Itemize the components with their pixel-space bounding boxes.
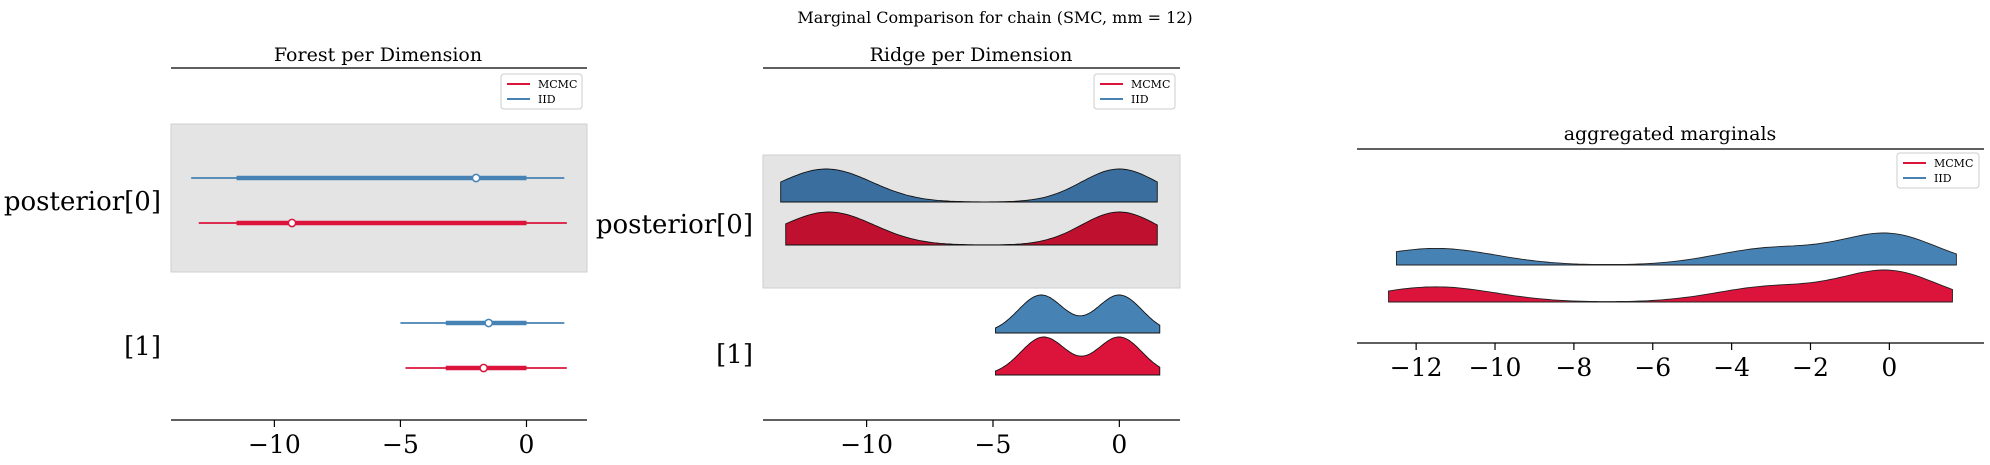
ridge-iid-dim1 — [995, 294, 1161, 334]
forest-bands — [170, 123, 588, 273]
ridge-tick-label: −10 — [840, 430, 893, 459]
forest-title: Forest per Dimension — [274, 44, 482, 66]
forest-mcmc-dim1-point — [479, 363, 488, 373]
forest-iid-dim1-point — [484, 318, 494, 328]
ridge-legend: MCMC IID — [1093, 73, 1176, 110]
forest-marks — [191, 173, 567, 373]
aggregated-legend-iid-label: IID — [1934, 172, 1952, 185]
ridge-title: Ridge per Dimension — [870, 44, 1073, 66]
figure-suptitle: Marginal Comparison for chain (SMC, mm =… — [797, 8, 1192, 27]
ridge-mcmc-posterior0 — [785, 211, 1158, 246]
forest-tick-label: 0 — [519, 430, 535, 459]
ridge-tick-label: −5 — [975, 430, 1012, 459]
forest-legend-mcmc-label: MCMC — [538, 78, 577, 91]
ridge-mcmc-dim1 — [995, 336, 1161, 376]
ridge-tick-label: 0 — [1111, 430, 1127, 459]
aggregated-tick-label: 0 — [1881, 353, 1897, 382]
forest-tick-label: −5 — [382, 430, 419, 459]
forest-ylabel-1: [1] — [124, 332, 161, 362]
aggregated-title: aggregated marginals — [1564, 123, 1777, 145]
forest-tick-label: −10 — [248, 430, 301, 459]
ridge-ylabel-1: [1] — [716, 340, 753, 370]
forest-iid-posterior0-point — [471, 173, 481, 183]
aggregated-panel: aggregated marginals −12 −10 −8 −6 −4 −2 0 MCM… — [1357, 123, 1984, 382]
aggregated-tick-label: −4 — [1713, 353, 1750, 382]
forest-legend-iid-label: IID — [538, 93, 556, 106]
aggregated-tick-label: −8 — [1555, 353, 1592, 382]
ridge-marks — [780, 168, 1161, 376]
forest-panel: Forest per Dimension −10 −5 0 posterior[0]… — [4, 44, 588, 459]
aggregated-tick-label: −6 — [1634, 353, 1671, 382]
aggregated-marks — [1388, 232, 1957, 303]
aggregated-tick-label: −10 — [1469, 353, 1522, 382]
forest-x-ticks: −10 −5 0 — [248, 420, 534, 459]
ridge-legend-box — [1093, 73, 1176, 110]
ridge-legend-iid-label: IID — [1131, 93, 1149, 106]
forest-legend: MCMC IID — [500, 73, 583, 110]
aggregated-legend-mcmc-label: MCMC — [1934, 157, 1973, 170]
aggregated-legend-box — [1896, 152, 1980, 189]
forest-band-posterior0 — [170, 123, 588, 273]
aggregated-iid-density — [1395, 232, 1957, 266]
ridge-x-ticks: −10 −5 0 — [840, 420, 1127, 459]
ridge-ylabel-posterior0: posterior[0] — [596, 210, 753, 240]
ridge-panel: Ridge per Dimension −10 −5 0 posterior[0] … — [596, 44, 1181, 459]
aggregated-x-ticks: −12 −10 −8 −6 −4 −2 0 — [1390, 343, 1897, 382]
forest-mcmc-posterior0-point — [287, 218, 297, 228]
aggregated-tick-label: −2 — [1792, 353, 1829, 382]
ridge-legend-mcmc-label: MCMC — [1131, 78, 1170, 91]
aggregated-mcmc-density — [1388, 269, 1953, 303]
forest-legend-box — [500, 73, 583, 110]
ridge-iid-posterior0 — [780, 168, 1158, 203]
aggregated-legend: MCMC IID — [1896, 152, 1980, 189]
forest-ylabel-posterior0: posterior[0] — [4, 187, 161, 217]
aggregated-tick-label: −12 — [1390, 353, 1443, 382]
